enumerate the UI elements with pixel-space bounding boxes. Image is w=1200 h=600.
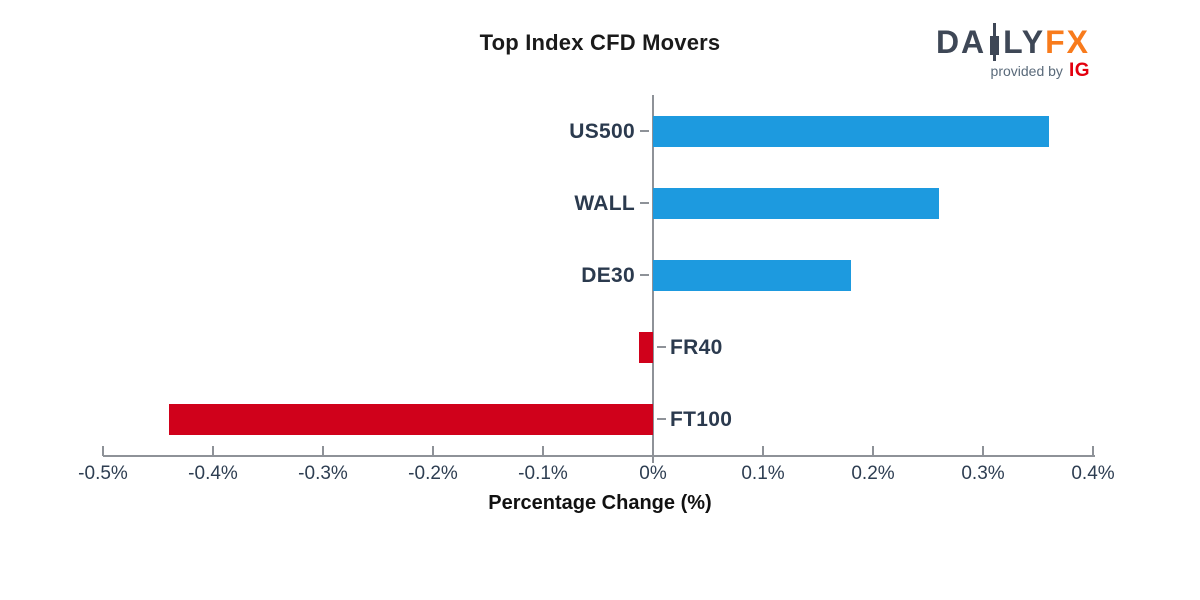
x-tick (1092, 446, 1094, 456)
x-tick-label: -0.2% (408, 463, 458, 484)
dailyfx-logo: DA LY FX provided by IG (935, 23, 1090, 82)
dailyfx-wordmark: DA LY FX (935, 23, 1090, 61)
category-label-wall: WALL (574, 191, 635, 215)
bar-de30 (653, 259, 851, 291)
x-tick-label: 0% (639, 463, 667, 484)
ig-logo: IG (1068, 60, 1090, 81)
category-tick-wall (640, 202, 649, 204)
x-tick (542, 446, 544, 456)
x-axis-title: Percentage Change (%) (488, 492, 712, 514)
x-tick-label: 0.2% (851, 463, 895, 484)
logo-text-da: DA (935, 24, 987, 60)
category-label-ft100: FT100 (670, 407, 733, 431)
x-tick-label: -0.1% (518, 463, 568, 484)
bar-fr40 (639, 331, 653, 363)
x-tick (102, 446, 104, 456)
logo-text-fx: FX (1045, 24, 1090, 60)
x-tick-label: 0.3% (961, 463, 1005, 484)
category-tick-fr40 (657, 346, 666, 348)
x-tick-label: -0.3% (298, 463, 348, 484)
candlestick-icon (988, 23, 1001, 61)
logo-tagline: provided by (990, 63, 1063, 79)
x-tick (212, 446, 214, 456)
bar-ft100 (169, 403, 653, 435)
x-tick (322, 446, 324, 456)
category-label-de30: DE30 (581, 263, 635, 287)
bar-us500 (653, 115, 1049, 147)
category-tick-de30 (640, 274, 649, 276)
category-label-fr40: FR40 (670, 335, 723, 359)
x-tick (762, 446, 764, 456)
x-axis-line (103, 455, 1095, 457)
x-tick (432, 446, 434, 456)
x-tick-label: -0.5% (78, 463, 128, 484)
candle-body (990, 36, 1000, 55)
category-tick-us500 (640, 130, 649, 132)
bar-wall (653, 187, 939, 219)
logo-tagline-row: provided by IG (936, 60, 1090, 82)
x-tick-label: 0.1% (741, 463, 785, 484)
x-tick-label: 0.4% (1071, 463, 1115, 484)
chart-title: Top Index CFD Movers (479, 30, 721, 55)
category-label-us500: US500 (569, 119, 635, 143)
x-tick-label: -0.4% (188, 463, 238, 484)
x-tick (982, 446, 984, 456)
x-tick (872, 446, 874, 456)
logo-text-ly: LY (1003, 24, 1046, 60)
category-tick-ft100 (657, 418, 666, 420)
x-tick (652, 446, 654, 456)
